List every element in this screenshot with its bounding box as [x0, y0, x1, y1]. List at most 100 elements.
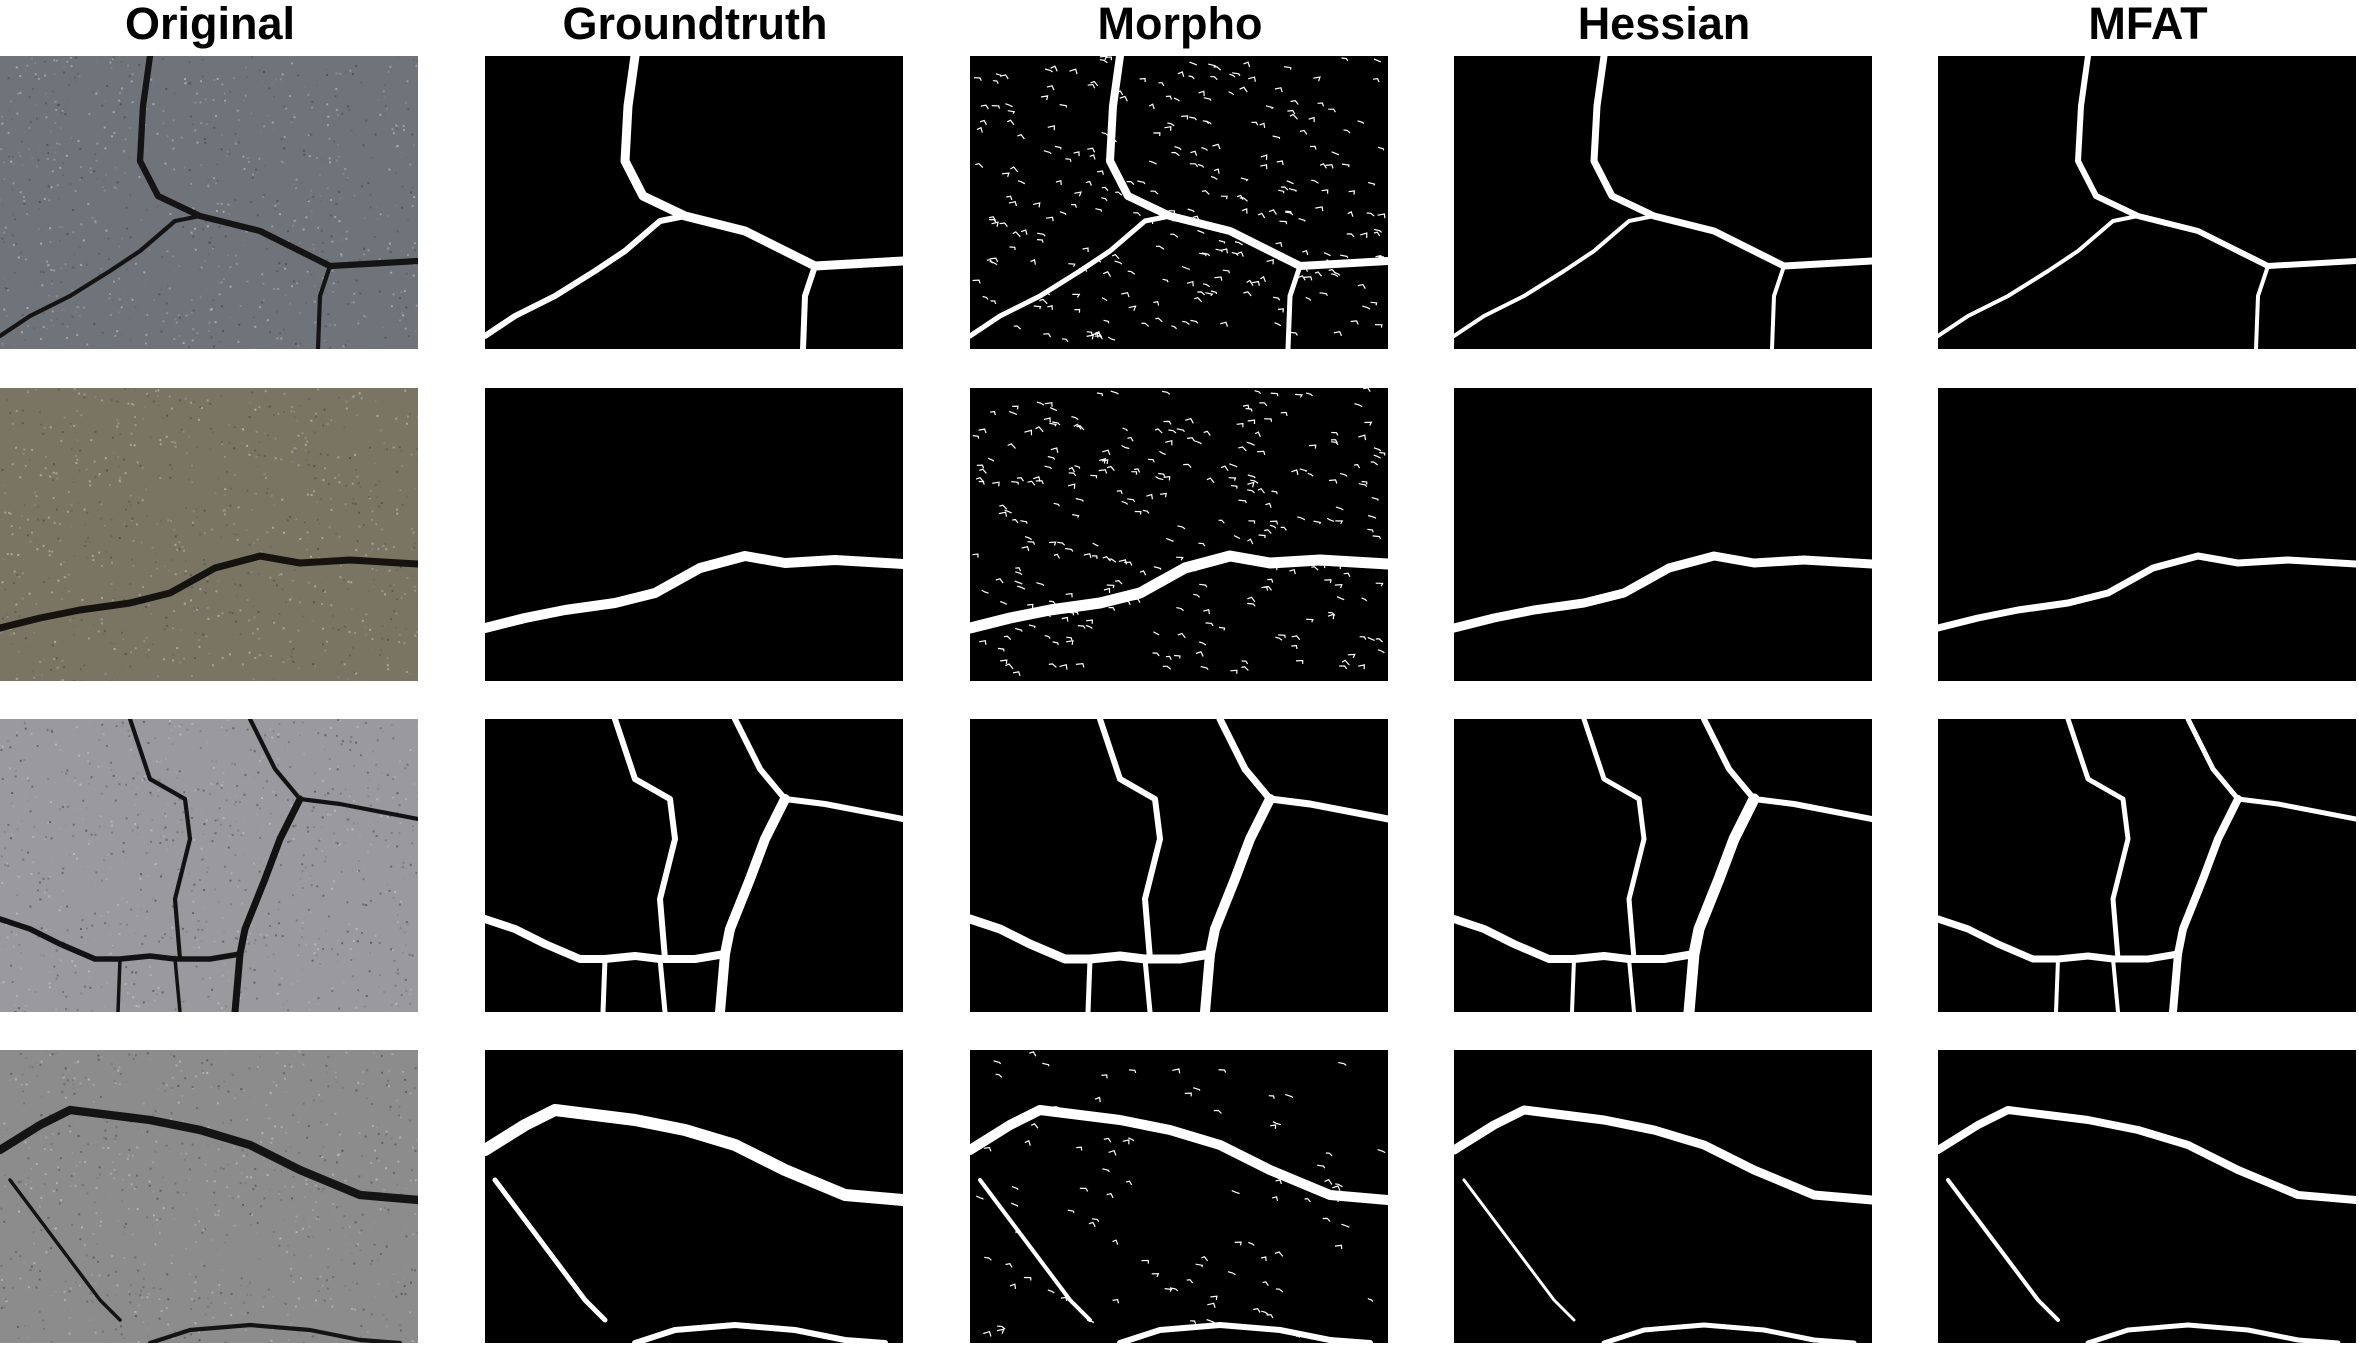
texture-speck: [276, 200, 279, 202]
texture-speck: [314, 321, 317, 324]
texture-speck: [27, 779, 30, 782]
texture-speck: [322, 589, 325, 592]
texture-speck: [110, 867, 112, 869]
texture-speck: [268, 1188, 271, 1191]
texture-speck: [102, 1330, 105, 1333]
mask-background: [1938, 388, 2356, 681]
texture-speck: [71, 1152, 74, 1155]
texture-speck: [303, 521, 306, 524]
texture-speck: [305, 943, 308, 946]
texture-speck: [26, 307, 29, 309]
texture-speck: [214, 888, 217, 891]
texture-speck: [158, 474, 161, 477]
texture-speck: [81, 818, 84, 821]
texture-speck: [341, 1226, 344, 1229]
texture-speck: [412, 782, 415, 785]
texture-speck: [200, 80, 202, 83]
noise-speck: [1072, 514, 1080, 518]
texture-speck: [199, 406, 202, 408]
noise-speck: [1205, 292, 1214, 297]
texture-speck: [311, 1335, 314, 1338]
texture-speck: [188, 82, 191, 85]
texture-speck: [29, 121, 32, 123]
noise-speck: [1107, 336, 1116, 341]
texture-speck: [332, 290, 335, 293]
texture-speck: [229, 879, 232, 882]
texture-speck: [340, 254, 343, 257]
noise-speck: [1241, 208, 1248, 214]
noise-speck: [1254, 431, 1261, 437]
texture-speck: [370, 333, 373, 336]
texture-speck: [64, 1096, 67, 1099]
texture-speck: [344, 426, 347, 429]
noise-speck: [1049, 600, 1056, 605]
texture-speck: [349, 948, 352, 950]
crack-mask: [1097, 719, 1163, 962]
texture-speck: [402, 861, 405, 864]
texture-speck: [100, 503, 103, 506]
texture-speck: [26, 1337, 29, 1339]
texture-speck: [283, 147, 286, 150]
texture-speck: [339, 576, 342, 579]
noise-speck: [1379, 451, 1386, 456]
texture-speck: [325, 1129, 328, 1132]
noise-speck: [1328, 611, 1336, 616]
texture-speck: [254, 408, 257, 411]
texture-speck: [226, 971, 229, 974]
texture-speck: [310, 273, 313, 276]
texture-speck: [84, 1161, 86, 1163]
texture-speck: [239, 991, 242, 994]
texture-speck: [154, 737, 157, 740]
noise-speck: [1159, 450, 1166, 455]
texture-speck: [282, 627, 285, 630]
texture-speck: [61, 109, 64, 112]
texture-speck: [303, 149, 305, 152]
texture-speck: [176, 831, 179, 834]
texture-speck: [166, 624, 169, 627]
texture-speck: [127, 1290, 130, 1293]
texture-speck: [170, 936, 173, 939]
texture-speck: [118, 298, 121, 301]
texture-speck: [100, 1220, 103, 1223]
texture-speck: [246, 940, 248, 943]
texture-speck: [417, 1335, 418, 1338]
texture-speck: [386, 1079, 389, 1082]
texture-speck: [198, 418, 200, 421]
texture-speck: [67, 1156, 70, 1159]
noise-speck: [1103, 587, 1111, 593]
texture-speck: [406, 80, 409, 83]
texture-speck: [115, 1294, 118, 1297]
texture-speck: [174, 1288, 177, 1291]
texture-speck: [337, 842, 339, 845]
noise-speck: [1236, 194, 1244, 200]
noise-speck: [1374, 324, 1383, 328]
texture-speck: [274, 1125, 276, 1128]
texture-speck: [369, 1263, 372, 1266]
texture-speck: [121, 237, 124, 240]
texture-speck: [304, 1196, 307, 1199]
noise-speck: [978, 428, 987, 434]
texture-speck: [263, 1197, 266, 1200]
texture-speck: [111, 1255, 114, 1258]
texture-speck: [315, 500, 318, 503]
texture-speck: [231, 762, 234, 765]
noise-speck: [1098, 469, 1108, 474]
texture-speck: [362, 903, 365, 906]
texture-speck: [124, 653, 127, 656]
texture-speck: [337, 960, 339, 963]
texture-speck: [55, 472, 58, 475]
texture-speck: [400, 1116, 403, 1119]
texture-speck: [405, 921, 408, 924]
texture-speck: [276, 584, 278, 587]
texture-speck: [80, 264, 82, 267]
texture-speck: [290, 1065, 293, 1068]
texture-speck: [159, 836, 162, 839]
texture-speck: [89, 171, 92, 174]
texture-speck: [15, 1204, 18, 1207]
noise-speck: [1274, 87, 1283, 93]
texture-speck: [208, 330, 211, 333]
texture-speck: [272, 620, 275, 623]
noise-speck: [1275, 1288, 1284, 1293]
texture-speck: [315, 326, 318, 329]
texture-speck: [233, 524, 236, 527]
